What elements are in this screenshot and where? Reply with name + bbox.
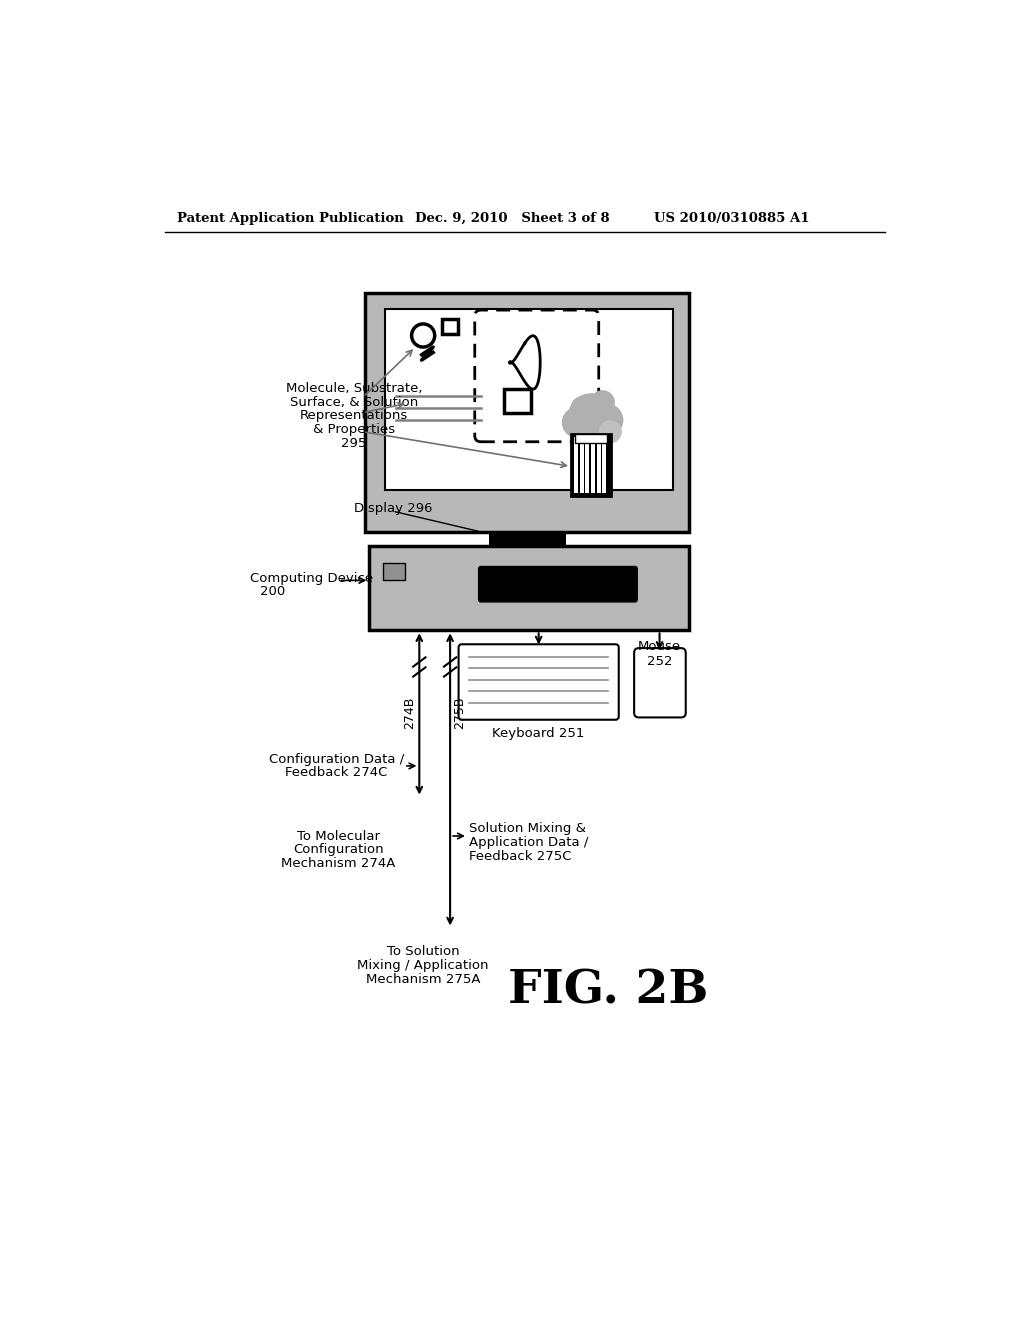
FancyBboxPatch shape: [475, 310, 599, 442]
Text: 200: 200: [260, 585, 286, 598]
Text: Molecule, Substrate,: Molecule, Substrate,: [286, 381, 422, 395]
Bar: [571, 434, 611, 496]
Circle shape: [590, 404, 624, 437]
Text: Feedback 274C: Feedback 274C: [285, 767, 387, 779]
FancyBboxPatch shape: [634, 648, 686, 718]
Bar: [488, 532, 565, 553]
Text: FIG. 2B: FIG. 2B: [508, 968, 709, 1012]
Circle shape: [590, 391, 614, 414]
Text: 274B: 274B: [403, 697, 417, 729]
Bar: [442, 318, 458, 334]
Circle shape: [562, 407, 593, 438]
Text: Display 296: Display 296: [354, 502, 432, 515]
Bar: [586, 437, 590, 492]
Bar: [597, 437, 601, 492]
Text: Mouse: Mouse: [638, 640, 681, 653]
Text: & Properties: & Properties: [312, 424, 395, 437]
Circle shape: [573, 422, 601, 450]
Bar: [591, 437, 595, 492]
Text: Surface, & Solution: Surface, & Solution: [290, 396, 418, 409]
Text: Mechanism 274A: Mechanism 274A: [282, 857, 395, 870]
Text: Patent Application Publication: Patent Application Publication: [177, 213, 403, 224]
Bar: [383, 564, 404, 581]
Text: Mixing / Application: Mixing / Application: [357, 958, 488, 972]
Text: To Molecular: To Molecular: [297, 829, 380, 842]
Text: US 2010/0310885 A1: US 2010/0310885 A1: [654, 213, 810, 224]
FancyBboxPatch shape: [459, 644, 618, 719]
Text: 295: 295: [341, 437, 367, 450]
Text: Dec. 9, 2010   Sheet 3 of 8: Dec. 9, 2010 Sheet 3 of 8: [416, 213, 610, 224]
Bar: [504, 389, 531, 412]
Bar: [574, 437, 579, 492]
Text: Feedback 275C: Feedback 275C: [469, 850, 571, 862]
Circle shape: [568, 393, 614, 440]
FancyBboxPatch shape: [478, 566, 637, 602]
Text: Solution Mixing &: Solution Mixing &: [469, 822, 587, 834]
Circle shape: [599, 420, 622, 444]
Bar: [574, 434, 607, 444]
Text: Representations: Representations: [300, 409, 408, 422]
Text: To Solution: To Solution: [387, 945, 460, 958]
Text: Keyboard 251: Keyboard 251: [493, 727, 585, 741]
Text: Mechanism 275A: Mechanism 275A: [366, 973, 480, 986]
Bar: [580, 437, 584, 492]
Circle shape: [571, 396, 593, 418]
Text: Application Data /: Application Data /: [469, 836, 589, 849]
Bar: [385, 309, 674, 490]
Text: 275B: 275B: [454, 697, 467, 729]
Bar: [602, 437, 606, 492]
Circle shape: [412, 323, 435, 347]
Text: 252: 252: [647, 656, 673, 668]
Text: Configuration: Configuration: [293, 843, 384, 857]
Text: Configuration Data /: Configuration Data /: [269, 752, 404, 766]
Bar: [370, 545, 689, 631]
Bar: [366, 293, 689, 532]
Text: Computing Device: Computing Device: [250, 572, 373, 585]
